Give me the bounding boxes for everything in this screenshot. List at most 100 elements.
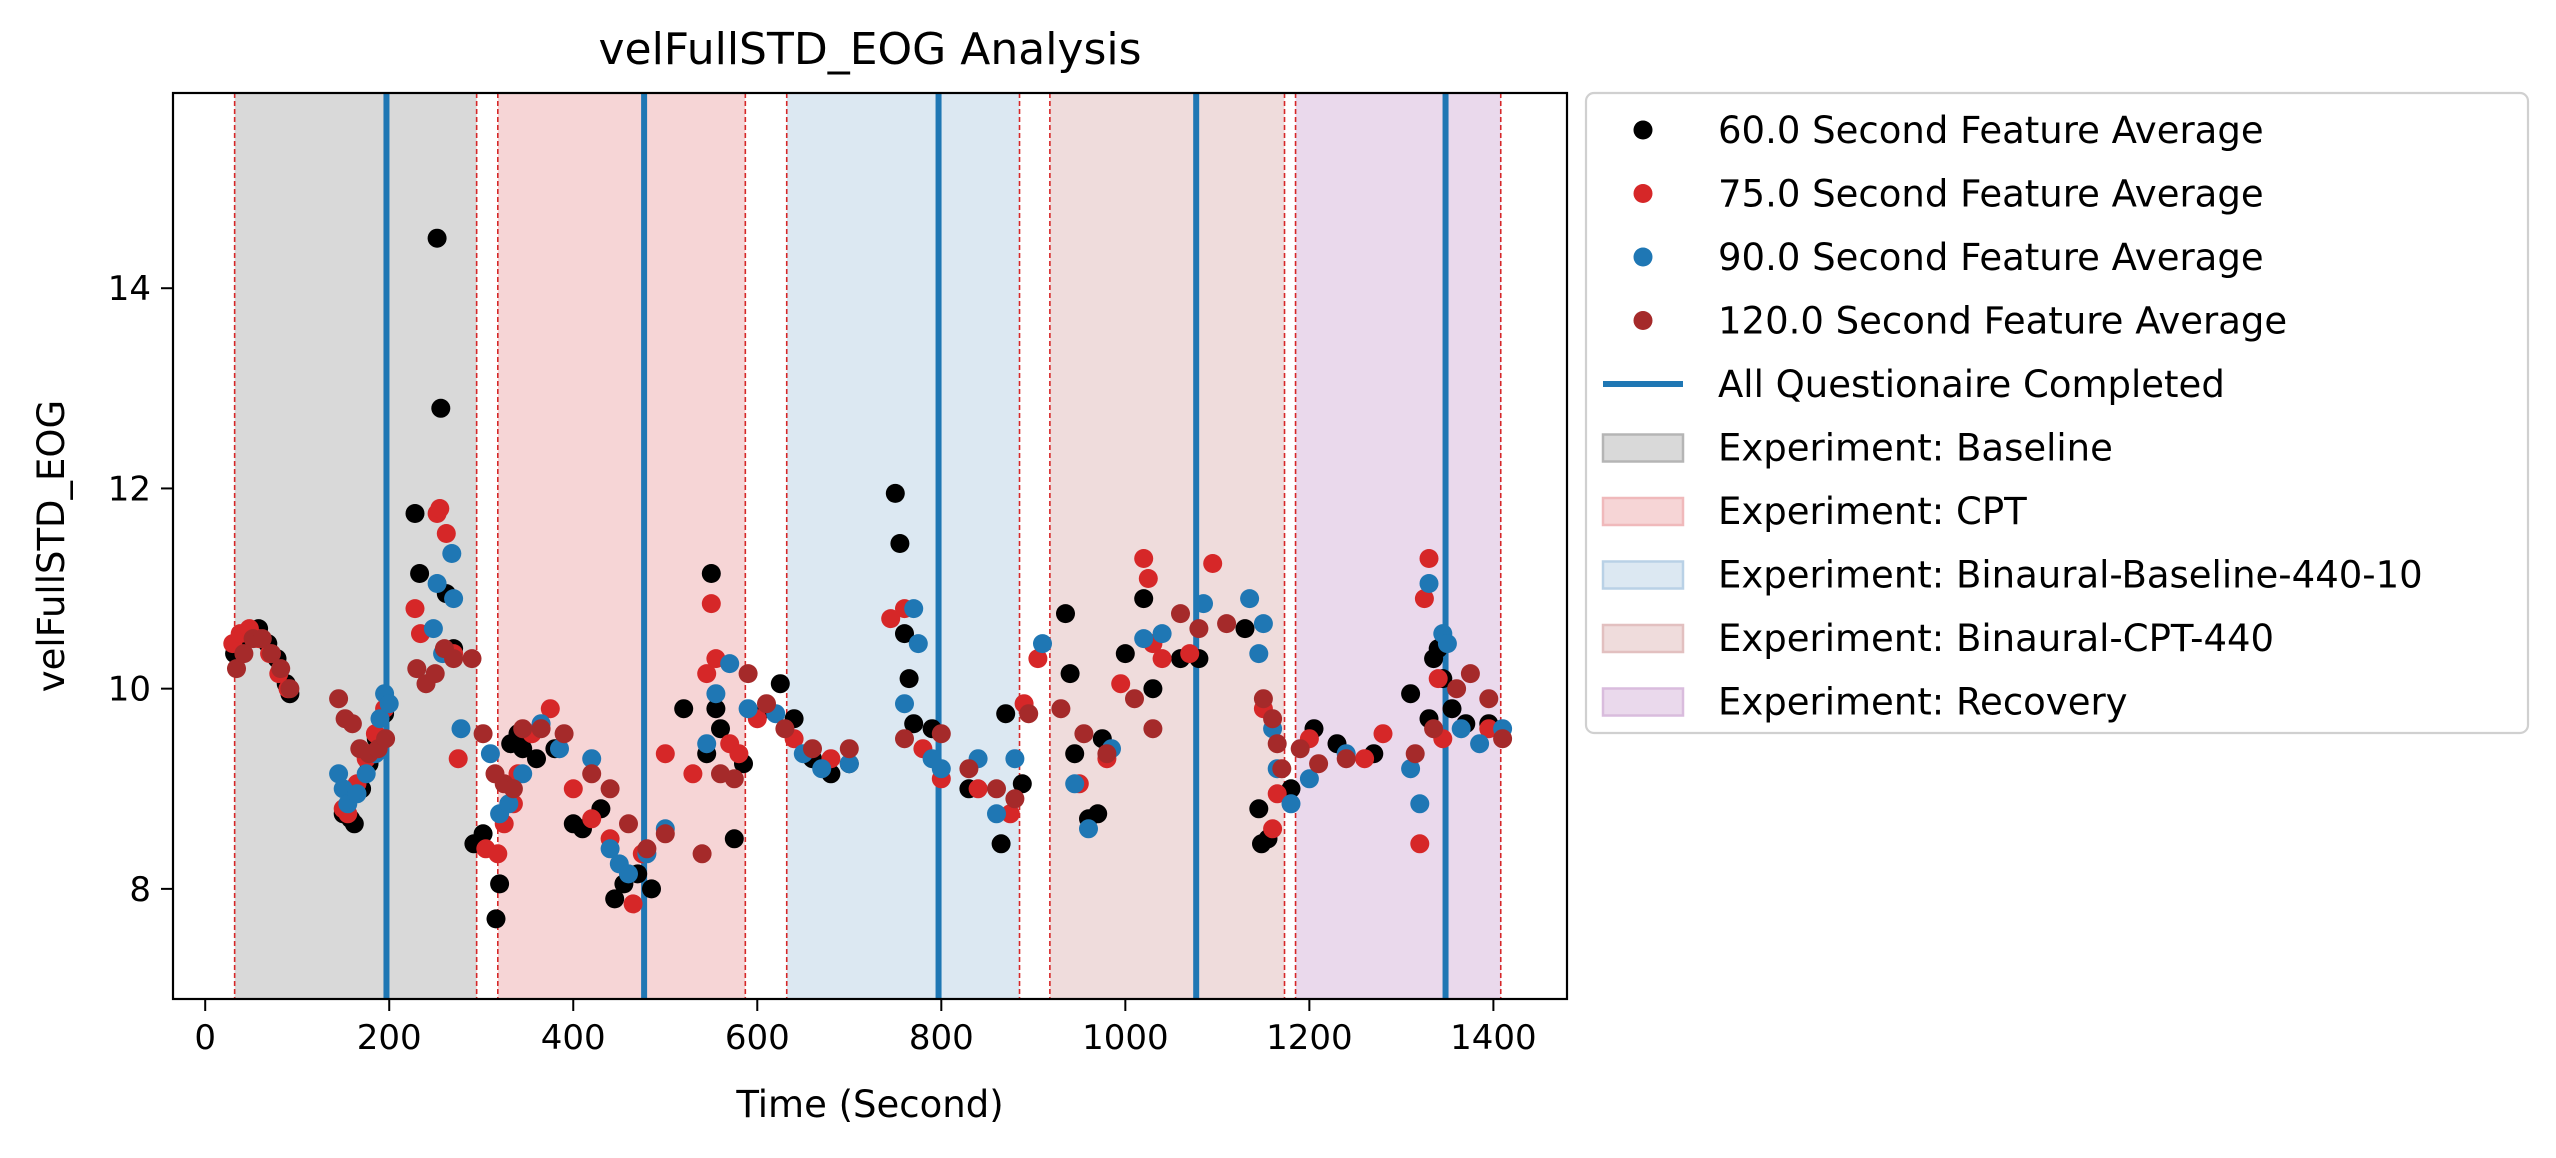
legend-label: Experiment: Binaural-Baseline-440-10 bbox=[1718, 554, 2423, 597]
y-tick-label: 14 bbox=[108, 269, 151, 309]
data-point bbox=[770, 674, 790, 694]
data-point bbox=[342, 714, 362, 734]
data-point bbox=[1012, 774, 1032, 794]
legend-label: 90.0 Second Feature Average bbox=[1718, 236, 2264, 279]
data-point bbox=[442, 544, 462, 563]
data-point bbox=[697, 734, 717, 754]
legend-patch-swatch bbox=[1601, 560, 1685, 590]
data-point bbox=[531, 719, 551, 739]
data-point bbox=[405, 504, 425, 523]
data-point bbox=[1299, 769, 1319, 789]
data-point bbox=[839, 754, 859, 774]
data-point bbox=[407, 659, 427, 679]
data-point bbox=[697, 664, 717, 684]
legend-item: Experiment: CPT bbox=[1601, 490, 2027, 533]
data-point bbox=[370, 709, 390, 729]
data-point bbox=[227, 659, 246, 679]
data-point bbox=[1079, 819, 1098, 839]
data-point bbox=[706, 684, 726, 704]
data-point bbox=[881, 609, 901, 629]
legend-label: Experiment: Baseline bbox=[1718, 427, 2113, 470]
x-axis-title: Time (Second) bbox=[735, 1083, 1003, 1126]
data-point bbox=[252, 629, 272, 649]
data-point bbox=[1272, 759, 1292, 779]
legend-frame bbox=[1584, 91, 2530, 735]
data-point bbox=[959, 759, 979, 779]
data-point bbox=[376, 729, 396, 749]
data-point bbox=[423, 619, 443, 639]
data-point bbox=[1203, 554, 1223, 573]
data-point bbox=[1419, 574, 1439, 593]
data-point bbox=[1447, 679, 1467, 699]
data-point bbox=[436, 524, 456, 543]
data-point bbox=[480, 744, 500, 764]
data-point bbox=[931, 724, 951, 744]
data-point bbox=[499, 794, 519, 814]
data-point bbox=[1414, 589, 1434, 609]
experiment-region bbox=[1295, 93, 1501, 999]
data-point bbox=[427, 574, 447, 593]
x-axis-ticks: 0 200 400 600 800 1000 1200 1400 bbox=[194, 999, 1537, 1058]
data-point bbox=[1263, 709, 1283, 729]
data-point bbox=[405, 599, 425, 619]
data-point bbox=[655, 824, 675, 844]
data-point bbox=[738, 699, 758, 719]
legend-item: Experiment: Recovery bbox=[1601, 681, 2128, 724]
legend-marker bbox=[1633, 247, 1653, 267]
legend-patch-swatch bbox=[1601, 496, 1685, 527]
data-point bbox=[701, 594, 721, 614]
legend-item: 75.0 Second Feature Average bbox=[1633, 173, 2264, 216]
data-point bbox=[1460, 664, 1480, 684]
legend-label: Experiment: Binaural-CPT-440 bbox=[1718, 617, 2274, 660]
data-point bbox=[1451, 719, 1471, 739]
data-point bbox=[1253, 689, 1273, 709]
data-point bbox=[738, 664, 758, 684]
data-points bbox=[223, 228, 1513, 929]
data-point bbox=[462, 649, 482, 669]
data-point bbox=[473, 824, 493, 844]
data-point bbox=[991, 834, 1011, 854]
data-point bbox=[1424, 719, 1444, 739]
experiment-regions bbox=[234, 93, 1501, 999]
data-point bbox=[356, 764, 376, 784]
x-tick-label: 800 bbox=[909, 1018, 974, 1058]
legend-marker bbox=[1633, 184, 1653, 203]
series-3 bbox=[227, 604, 1513, 864]
data-point bbox=[1442, 699, 1462, 719]
data-point bbox=[720, 654, 740, 674]
data-point bbox=[1410, 834, 1430, 854]
data-point bbox=[1235, 619, 1255, 639]
data-point bbox=[1419, 549, 1439, 568]
legend-label: All Questionaire Completed bbox=[1718, 363, 2225, 406]
data-point bbox=[444, 589, 464, 609]
data-point bbox=[1134, 549, 1154, 568]
series-2 bbox=[329, 544, 1513, 884]
legend-item: 90.0 Second Feature Average bbox=[1633, 236, 2264, 279]
data-point bbox=[987, 779, 1006, 799]
data-point bbox=[1088, 804, 1108, 824]
data-point bbox=[895, 694, 914, 714]
data-point bbox=[1134, 589, 1154, 609]
data-point bbox=[968, 779, 988, 799]
legend-label: 75.0 Second Feature Average bbox=[1718, 173, 2264, 216]
data-point bbox=[1217, 614, 1237, 634]
legend: 60.0 Second Feature Average 75.0 Second F… bbox=[1584, 91, 2530, 735]
data-point bbox=[527, 749, 546, 769]
data-point bbox=[1171, 604, 1190, 624]
data-point bbox=[550, 739, 569, 759]
data-point bbox=[757, 694, 776, 714]
data-point bbox=[724, 829, 744, 849]
data-point bbox=[1428, 669, 1448, 689]
data-point bbox=[271, 659, 291, 679]
data-point bbox=[803, 739, 822, 759]
x-tick-label: 600 bbox=[725, 1018, 790, 1058]
legend-patch-swatch bbox=[1601, 687, 1685, 717]
data-point bbox=[1493, 729, 1513, 749]
data-point bbox=[503, 779, 523, 799]
legend-label: Experiment: CPT bbox=[1718, 490, 2027, 533]
data-point bbox=[513, 719, 533, 739]
data-point bbox=[1189, 619, 1209, 639]
x-tick-label: 1400 bbox=[1450, 1018, 1537, 1058]
data-point bbox=[899, 669, 919, 689]
